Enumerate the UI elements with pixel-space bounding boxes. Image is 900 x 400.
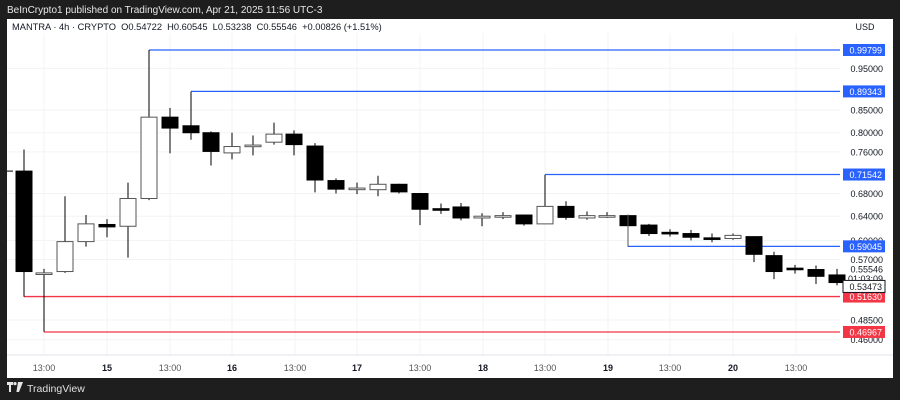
candle-down[interactable]: [390, 183, 408, 193]
time-tick-label: 16: [227, 363, 237, 373]
symbol-ohlc-legend: MANTRA · 4h · CRYPTO O0.54722 H0.60545 L…: [12, 22, 382, 32]
candle-down[interactable]: [411, 193, 429, 210]
level-price-label: 0.89343: [849, 87, 882, 97]
time-tick-label: 18: [478, 363, 488, 373]
currency-label[interactable]: USD: [855, 22, 875, 32]
price-tick-label: 0.48500: [850, 315, 883, 325]
candle-up[interactable]: [265, 133, 283, 143]
candle-down[interactable]: [515, 214, 533, 225]
candle-down[interactable]: [807, 269, 825, 277]
time-tick-label: 13:00: [534, 363, 557, 373]
candle-down[interactable]: [557, 205, 575, 218]
time-tick-label: 13:00: [284, 363, 307, 373]
candle-up[interactable]: [578, 215, 596, 219]
candle-up[interactable]: [223, 146, 241, 154]
candle-down[interactable]: [828, 274, 846, 284]
candle-up[interactable]: [56, 241, 74, 273]
level-price-label: 0.99799: [849, 46, 882, 56]
candle-up[interactable]: [369, 183, 387, 191]
support-price-badge[interactable]: [843, 290, 885, 303]
time-tick-label: 19: [603, 363, 613, 373]
support-price-badge[interactable]: [843, 325, 885, 338]
resistance-price-badge[interactable]: [843, 240, 885, 253]
resistance-price-badge[interactable]: [843, 44, 885, 56]
price-tick-label: 0.57000: [850, 255, 883, 265]
candle-down[interactable]: [432, 208, 450, 211]
level-price-label: 0.59045: [849, 242, 882, 252]
candle-down[interactable]: [452, 206, 470, 219]
candle-down[interactable]: [15, 170, 33, 273]
candle-down[interactable]: [661, 231, 679, 235]
level-price-label: 0.51630: [849, 292, 882, 302]
level-price-label: 0.46967: [849, 327, 882, 337]
price-tick-label: 0.64000: [850, 212, 883, 222]
candle-down[interactable]: [703, 237, 721, 240]
time-tick-label: 13:00: [659, 363, 682, 373]
bar-countdown-label: 01:03:09: [848, 274, 883, 284]
tradingview-footer[interactable]: TradingView: [7, 381, 85, 397]
resistance-price-badge[interactable]: [843, 168, 885, 181]
candle-up[interactable]: [140, 116, 158, 200]
candle-up[interactable]: [724, 234, 742, 239]
price-tick-label: 0.76000: [850, 147, 883, 157]
candle-up[interactable]: [77, 223, 95, 243]
candle-down[interactable]: [306, 145, 324, 181]
candle-down[interactable]: [161, 116, 179, 129]
tradingview-brand: TradingView: [27, 383, 85, 395]
price-tick-label: 0.46000: [850, 335, 883, 345]
candle-down[interactable]: [745, 236, 763, 255]
candle-down[interactable]: [640, 224, 658, 235]
publisher-caption: BeInCrypto1 published on TradingView.com…: [7, 5, 323, 16]
current-price-badge[interactable]: [842, 279, 886, 293]
candle-up[interactable]: [536, 205, 554, 225]
candle-up[interactable]: [35, 272, 53, 275]
time-tick-label: 17: [352, 363, 362, 373]
candle-up[interactable]: [473, 215, 491, 219]
candle-up[interactable]: [119, 198, 137, 227]
current-price-label: 0.53473: [849, 282, 882, 292]
candle-up[interactable]: [348, 187, 366, 191]
time-tick-label: 13:00: [785, 363, 808, 373]
candle-up[interactable]: [244, 144, 262, 148]
candle-down[interactable]: [327, 180, 345, 190]
candle-up[interactable]: [598, 215, 616, 218]
time-tick-label: 13:00: [409, 363, 432, 373]
price-tick-label: 0.85000: [850, 106, 883, 116]
time-tick-label: 20: [728, 363, 738, 373]
tradingview-logo-icon: [7, 381, 23, 397]
candle-down[interactable]: [202, 132, 220, 152]
resistance-price-badge[interactable]: [843, 85, 885, 98]
last-price-label: 0.55546: [850, 265, 883, 275]
time-tick-label: 15: [102, 363, 112, 373]
candle-down[interactable]: [786, 267, 804, 271]
candle-up[interactable]: [494, 215, 512, 218]
time-tick-label: 13:00: [159, 363, 182, 373]
candle-down[interactable]: [285, 133, 303, 146]
price-tick-label: 0.80000: [850, 128, 883, 138]
level-price-label: 0.71542: [849, 170, 882, 180]
candle-down[interactable]: [682, 233, 700, 238]
price-tick-label: 0.95000: [850, 64, 883, 74]
price-tick-label: 0.68000: [850, 189, 883, 199]
candle-down[interactable]: [98, 223, 116, 228]
time-tick-label: 13:00: [33, 363, 56, 373]
candle-down[interactable]: [182, 125, 200, 134]
candle-down[interactable]: [765, 255, 783, 273]
